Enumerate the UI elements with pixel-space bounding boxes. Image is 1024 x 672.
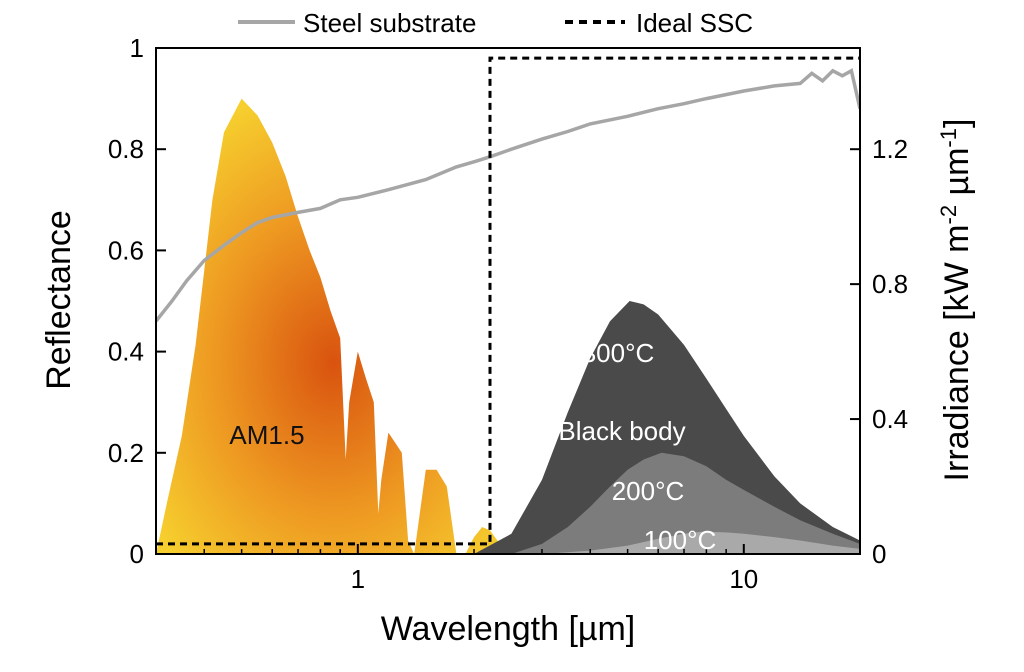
y2-label-main: Irradiance [kW m — [938, 224, 976, 481]
y-tick-label: 0.8 — [108, 134, 144, 164]
ideal-ssc-line — [156, 56, 860, 546]
x-tick-label: 1 — [351, 564, 365, 594]
annotation-black-body: Black body — [558, 416, 685, 446]
x-axis-label: Wavelength [µm] — [381, 610, 636, 648]
x-tick-label: 10 — [729, 564, 758, 594]
blackbody-300-area — [474, 301, 860, 554]
am15-area — [156, 98, 512, 554]
annotation-100c: 100°C — [644, 525, 717, 555]
annotation-200c: 200°C — [612, 476, 685, 506]
y-tick-label: 0.2 — [108, 438, 144, 468]
y2-tick-label: 1.2 — [872, 134, 908, 164]
blackbody-200-area — [511, 452, 860, 554]
y-axis-label: Reflectance — [40, 210, 78, 390]
y2-label-mid: µm — [938, 148, 976, 205]
y2-axis-label: Irradiance [kW m-2 µm-1] — [936, 119, 976, 482]
legend-ideal-label: Ideal SSC — [636, 8, 753, 38]
y2-label-sup1: -2 — [936, 205, 961, 225]
plot-frame — [155, 47, 861, 555]
y2-tick-label: 0 — [872, 539, 886, 569]
y-tick-label: 0 — [130, 539, 144, 569]
y2-label-end: ] — [938, 119, 976, 128]
annotation-300c: 300°C — [582, 338, 655, 368]
y2-label-sup2: -1 — [936, 128, 961, 148]
legend: Steel substrate Ideal SSC — [238, 8, 753, 38]
steel-substrate-line — [156, 68, 860, 323]
y-tick-label: 0.6 — [108, 235, 144, 265]
annotation-am15: AM1.5 — [229, 420, 304, 450]
y-tick-label: 1 — [130, 33, 144, 63]
y2-tick-label: 0.4 — [872, 404, 908, 434]
legend-steel-label: Steel substrate — [303, 8, 476, 38]
blackbody-100-area — [542, 531, 860, 554]
y-tick-label: 0.4 — [108, 337, 144, 367]
y2-tick-label: 0.8 — [872, 269, 908, 299]
